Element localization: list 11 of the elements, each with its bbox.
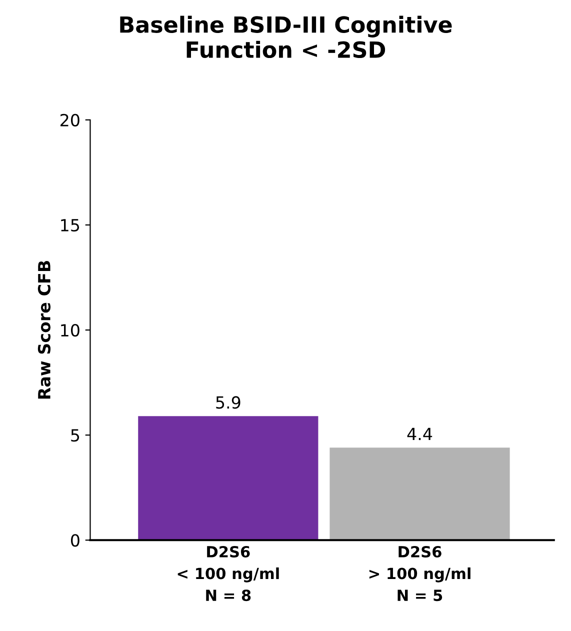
chart-title: Baseline BSID-III Cognitive Function < -2SD — [120, 16, 452, 58]
data-label: 4.4 — [407, 428, 432, 440]
y-tick-label: 15 — [61, 219, 80, 232]
x-tick-label: D2S6 < 100 ng/ml N = 8 — [178, 546, 279, 602]
y-tick-label: 0 — [70, 534, 80, 547]
y-axis-title: Raw Score CFB — [38, 261, 51, 399]
data-label: 5.9 — [216, 396, 240, 409]
y-tick-label: 20 — [60, 114, 80, 126]
y-tick-label: 5 — [71, 429, 80, 442]
x-tick-label: D2S6 > 100 ng/ml N = 5 — [369, 546, 470, 602]
y-tick-label: 10 — [61, 324, 80, 337]
